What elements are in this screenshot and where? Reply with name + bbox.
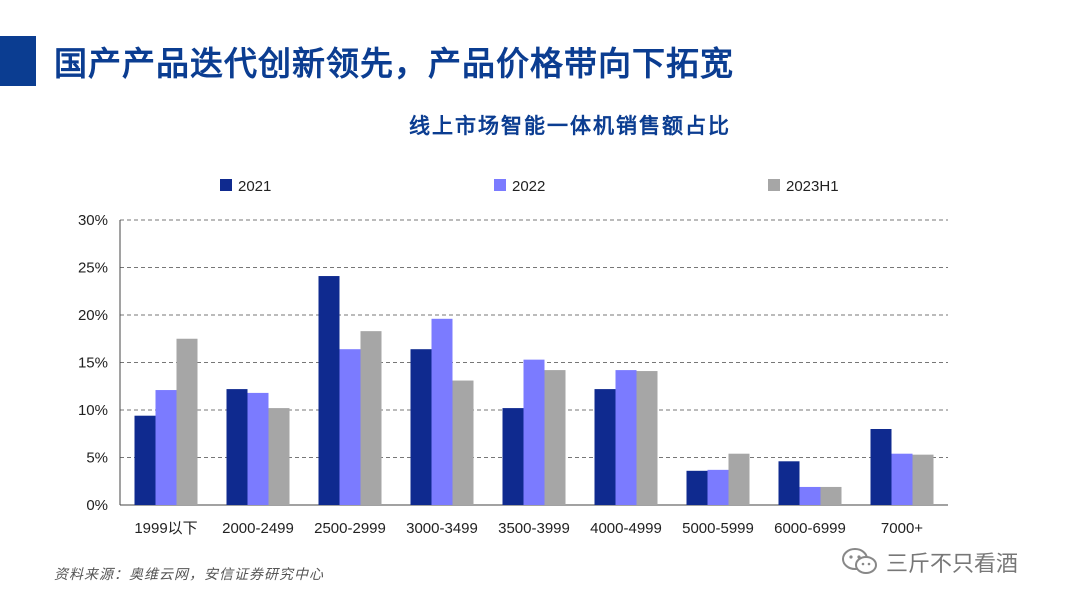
x-tick-label: 7000+: [881, 520, 923, 537]
bar-2021-6: [686, 470, 708, 505]
y-tick-label: 15%: [78, 355, 108, 372]
legend-swatch-2022: [494, 179, 506, 191]
x-tick-label: 1999以下: [134, 520, 197, 537]
title-accent-bar: [0, 36, 36, 86]
watermark: 三斤不只看酒: [840, 546, 1018, 578]
x-tick-label: 2000-2499: [222, 520, 294, 537]
bar-2023H1-7: [820, 486, 842, 505]
y-tick-label: 25%: [78, 260, 108, 277]
y-tick-label: 10%: [78, 402, 108, 419]
bar-2022-8: [891, 453, 913, 505]
bar-2021-2: [318, 276, 340, 505]
bar-2022-0: [155, 390, 177, 505]
bar-2022-4: [523, 359, 545, 505]
bar-2023H1-1: [268, 408, 290, 505]
bar-2021-1: [226, 389, 248, 505]
x-tick-label: 5000-5999: [682, 520, 754, 537]
bar-2022-7: [799, 486, 821, 505]
bar-2021-0: [134, 415, 156, 505]
x-tick-label: 6000-6999: [774, 520, 846, 537]
y-tick-label: 5%: [86, 450, 108, 467]
bar-2022-3: [431, 318, 453, 505]
bar-chart: 0% 5% 10% 15% 20% 25% 30% 1999以下 2000-2499 2500-2…: [78, 178, 948, 537]
bar-2021-3: [410, 349, 432, 505]
legend-swatch-2023H1: [768, 179, 780, 191]
legend-label-2023H1: 2023H1: [786, 178, 839, 195]
legend-label-2022: 2022: [512, 178, 545, 195]
slide-title: 国产产品迭代创新领先，产品价格带向下拓宽: [54, 44, 734, 83]
bar-2023H1-6: [728, 453, 750, 505]
bar-2022-2: [339, 349, 361, 505]
x-tick-label: 2500-2999: [314, 520, 386, 537]
source-note: 资料来源：奥维云网，安信证券研究中心: [54, 567, 324, 583]
x-tick-label: 3000-3499: [406, 520, 478, 537]
bar-2023H1-8: [912, 454, 934, 505]
bar-2023H1-0: [176, 338, 198, 505]
bar-2023H1-4: [544, 370, 566, 505]
bar-2023H1-2: [360, 331, 382, 505]
legend-label-2021: 2021: [238, 178, 271, 195]
wechat-icon: [842, 548, 877, 574]
bar-2021-5: [594, 389, 616, 505]
bar-2021-8: [870, 429, 892, 505]
bar-2021-4: [502, 408, 524, 505]
bar-2023H1-3: [452, 380, 474, 505]
x-tick-label: 3500-3999: [498, 520, 570, 537]
bar-2022-5: [615, 370, 637, 505]
bar-2021-7: [778, 461, 800, 505]
bar-2022-1: [247, 392, 269, 505]
legend-swatch-2021: [220, 179, 232, 191]
y-tick-label: 30%: [78, 212, 108, 229]
y-tick-label: 20%: [78, 307, 108, 324]
watermark-text: 三斤不只看酒: [886, 552, 1019, 577]
bar-2023H1-5: [636, 371, 658, 505]
chart-title: 线上市场智能一体机销售额占比: [409, 114, 731, 138]
bar-2022-6: [707, 469, 729, 505]
y-tick-label: 0%: [86, 497, 108, 514]
x-tick-label: 4000-4999: [590, 520, 662, 537]
